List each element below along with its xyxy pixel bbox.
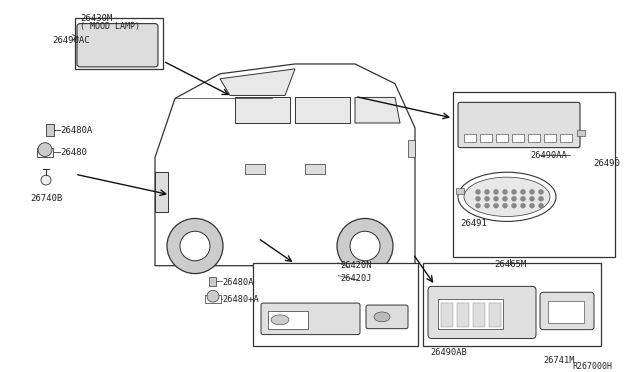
Bar: [441, 303, 453, 327]
Circle shape: [502, 189, 508, 194]
FancyBboxPatch shape: [366, 305, 408, 329]
Text: 26480A: 26480A: [222, 278, 253, 286]
Circle shape: [476, 196, 481, 201]
Polygon shape: [295, 97, 350, 123]
Text: 26480A: 26480A: [60, 126, 92, 135]
Polygon shape: [220, 69, 295, 96]
Bar: [480, 134, 492, 142]
Circle shape: [502, 203, 508, 208]
Circle shape: [476, 189, 481, 194]
Bar: [453, 92, 615, 257]
Bar: [205, 295, 221, 303]
Circle shape: [484, 203, 490, 208]
Bar: [560, 134, 572, 142]
Circle shape: [511, 203, 516, 208]
Bar: [253, 263, 418, 346]
Text: 26490: 26490: [593, 160, 620, 169]
FancyBboxPatch shape: [428, 286, 536, 339]
Bar: [37, 148, 53, 157]
Polygon shape: [155, 64, 415, 266]
Bar: [512, 134, 524, 142]
Circle shape: [502, 196, 508, 201]
Bar: [305, 164, 325, 174]
Circle shape: [350, 231, 380, 261]
Bar: [245, 164, 265, 174]
Circle shape: [520, 189, 525, 194]
Bar: [473, 303, 485, 327]
Bar: [496, 134, 508, 142]
Text: 26741M: 26741M: [543, 356, 575, 365]
Circle shape: [520, 203, 525, 208]
Circle shape: [476, 203, 481, 208]
Bar: [489, 303, 501, 327]
Text: 26420J: 26420J: [340, 273, 371, 283]
Bar: [464, 134, 476, 142]
Text: 26480: 26480: [60, 148, 87, 157]
Polygon shape: [235, 97, 290, 123]
Circle shape: [41, 175, 51, 185]
Circle shape: [38, 143, 52, 157]
Circle shape: [538, 203, 543, 208]
Text: R267000H: R267000H: [572, 362, 612, 371]
Circle shape: [529, 196, 534, 201]
Bar: [408, 140, 415, 157]
Text: 26420N: 26420N: [340, 261, 371, 270]
Text: 26465M: 26465M: [494, 260, 526, 269]
FancyBboxPatch shape: [458, 102, 580, 148]
Text: 26491: 26491: [460, 219, 487, 228]
Text: 26430M: 26430M: [80, 14, 112, 23]
Bar: [544, 134, 556, 142]
Ellipse shape: [464, 177, 550, 217]
Bar: [577, 130, 585, 136]
Text: 26740B: 26740B: [30, 194, 62, 203]
Ellipse shape: [374, 312, 390, 322]
Circle shape: [520, 196, 525, 201]
Circle shape: [529, 203, 534, 208]
Circle shape: [493, 189, 499, 194]
Circle shape: [529, 189, 534, 194]
Circle shape: [207, 290, 219, 302]
Circle shape: [493, 196, 499, 201]
Circle shape: [511, 196, 516, 201]
Bar: [209, 276, 216, 286]
Text: ( MOOD LAMP): ( MOOD LAMP): [80, 22, 140, 31]
Circle shape: [167, 218, 223, 273]
Circle shape: [180, 231, 210, 261]
Bar: [456, 188, 464, 194]
Bar: [528, 134, 540, 142]
Ellipse shape: [271, 315, 289, 325]
Text: 26490AA: 26490AA: [530, 151, 567, 160]
Text: 26480+A: 26480+A: [222, 295, 259, 304]
Circle shape: [337, 218, 393, 273]
Bar: [438, 299, 503, 329]
Polygon shape: [355, 97, 400, 123]
Bar: [548, 301, 584, 323]
Polygon shape: [155, 172, 168, 212]
Circle shape: [493, 203, 499, 208]
Circle shape: [484, 196, 490, 201]
FancyBboxPatch shape: [540, 292, 594, 330]
Circle shape: [484, 189, 490, 194]
Text: 26490AC: 26490AC: [52, 36, 90, 45]
Circle shape: [538, 196, 543, 201]
Bar: [46, 124, 54, 136]
FancyBboxPatch shape: [261, 303, 360, 334]
Ellipse shape: [458, 172, 556, 221]
Text: 26490AB: 26490AB: [430, 348, 467, 357]
Circle shape: [511, 189, 516, 194]
FancyBboxPatch shape: [77, 23, 158, 67]
Bar: [75, 18, 163, 69]
Bar: [457, 303, 469, 327]
Circle shape: [538, 189, 543, 194]
Bar: [268, 311, 308, 329]
Bar: [423, 263, 601, 346]
